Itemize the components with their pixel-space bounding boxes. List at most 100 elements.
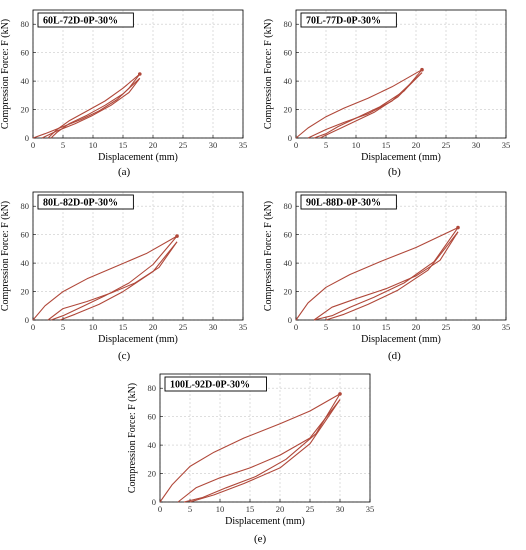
panel-label-c: (c) xyxy=(118,350,131,362)
y-axis-label: Compression Force: F (kN) xyxy=(0,201,11,311)
series-line-4 xyxy=(325,231,459,321)
x-tick-label: 25 xyxy=(179,322,188,332)
y-axis-label: Compression Force: F (kN) xyxy=(127,383,138,493)
y-tick-label: 20 xyxy=(21,105,30,115)
specimen-tag: 60L-72D-0P-30% xyxy=(43,16,118,27)
series-line-2 xyxy=(47,73,141,139)
specimen-tag: 80L-82D-0P-30% xyxy=(43,198,118,209)
plot-frame xyxy=(32,191,244,321)
specimen-tag-box xyxy=(300,12,397,28)
panel-label-d: (d) xyxy=(388,350,401,362)
y-tick-label: 80 xyxy=(148,383,157,393)
series-line-2 xyxy=(183,393,341,503)
chart-panel-c: 0 5 10 15 20 25 30 35 0 20 40 60 80 Displacement (mm)… xyxy=(0,191,248,345)
y-axis-label: Compression Force: F (kN) xyxy=(263,19,274,129)
x-tick-label: 20 xyxy=(412,322,421,332)
x-axis-label: Displacement (mm) xyxy=(98,152,178,163)
series-line-4 xyxy=(319,72,423,139)
panel-label-a: (a) xyxy=(118,166,131,178)
x-tick-label: 20 xyxy=(149,322,158,332)
y-tick-label: 0 xyxy=(288,133,292,143)
y-tick-label: 0 xyxy=(25,315,29,325)
series-line-2 xyxy=(50,235,178,321)
y-tick-label: 20 xyxy=(284,105,293,115)
data-curves xyxy=(295,67,424,139)
series-line-4 xyxy=(189,399,341,503)
y-tick-label: 40 xyxy=(21,76,30,86)
grid xyxy=(295,192,507,321)
y-tick-label: 80 xyxy=(21,19,30,29)
y-tick-label: 20 xyxy=(21,287,30,297)
y-tick-label: 40 xyxy=(284,76,293,86)
y-tick-label: 80 xyxy=(21,201,30,211)
plot-frame xyxy=(159,373,371,503)
y-axis-label: Compression Force: F (kN) xyxy=(0,19,11,129)
x-tick-label: 35 xyxy=(239,322,248,332)
x-tick-label: 30 xyxy=(336,504,345,514)
data-curves xyxy=(32,234,179,321)
x-tick-label: 5 xyxy=(324,140,328,150)
x-tick-label: 5 xyxy=(188,504,192,514)
series-line-3 xyxy=(47,241,178,321)
x-tick-label: 0 xyxy=(31,322,35,332)
x-tick-label: 5 xyxy=(324,322,328,332)
x-axis-label: Displacement (mm) xyxy=(361,334,441,345)
grid xyxy=(32,192,244,321)
x-tick-label: 0 xyxy=(31,140,35,150)
x-tick-label: 30 xyxy=(209,140,218,150)
grid xyxy=(295,10,507,139)
data-curves xyxy=(32,72,142,139)
y-tick-label: 60 xyxy=(21,48,30,58)
x-tick-label: 10 xyxy=(352,140,361,150)
specimen-tag: 70L-77D-0P-30% xyxy=(306,16,381,27)
specimen-tag-box xyxy=(300,194,397,210)
y-tick-label: 60 xyxy=(284,48,293,58)
x-tick-label: 5 xyxy=(61,322,65,332)
specimen-tag-box xyxy=(164,376,267,392)
x-tick-label: 35 xyxy=(502,322,511,332)
specimen-tag: 90L-88D-0P-30% xyxy=(306,198,381,209)
x-tick-label: 15 xyxy=(119,140,128,150)
y-tick-label: 20 xyxy=(284,287,293,297)
x-tick-label: 35 xyxy=(239,140,248,150)
y-tick-label: 0 xyxy=(288,315,292,325)
x-tick-label: 15 xyxy=(382,322,391,332)
y-tick-label: 60 xyxy=(284,230,293,240)
series-line-3 xyxy=(307,72,423,139)
chart-panel-d: 0 5 10 15 20 25 30 35 0 20 40 60 80 Displacement (mm)… xyxy=(263,191,511,345)
y-tick-label: 40 xyxy=(148,440,157,450)
x-tick-label: 30 xyxy=(472,322,481,332)
x-tick-label: 35 xyxy=(366,504,375,514)
x-tick-label: 0 xyxy=(294,322,298,332)
series-line-1 xyxy=(295,227,459,321)
peak-point xyxy=(456,225,460,230)
y-tick-label: 0 xyxy=(152,497,156,507)
y-tick-label: 60 xyxy=(21,230,30,240)
x-tick-label: 25 xyxy=(442,322,451,332)
x-tick-label: 10 xyxy=(89,322,98,332)
series-line-1 xyxy=(159,393,341,503)
y-tick-label: 0 xyxy=(25,133,29,143)
x-axis-label: Displacement (mm) xyxy=(361,152,441,163)
x-tick-label: 0 xyxy=(294,140,298,150)
y-tick-label: 80 xyxy=(284,19,293,29)
y-tick-label: 40 xyxy=(21,258,30,268)
plot-frame xyxy=(32,9,244,139)
y-tick-label: 60 xyxy=(148,412,157,422)
x-tick-label: 30 xyxy=(472,140,481,150)
series-line-1 xyxy=(295,69,423,139)
x-tick-label: 10 xyxy=(352,322,361,332)
panel-label-b: (b) xyxy=(388,166,401,178)
y-tick-label: 20 xyxy=(148,469,157,479)
x-tick-label: 15 xyxy=(382,140,391,150)
y-tick-label: 40 xyxy=(284,258,293,268)
specimen-tag-box xyxy=(37,194,134,210)
peak-point xyxy=(420,67,424,72)
data-curves xyxy=(295,225,460,321)
plot-frame xyxy=(295,191,507,321)
panel-label-e: (e) xyxy=(254,533,267,545)
peak-point xyxy=(338,392,342,396)
x-axis-label: Displacement (mm) xyxy=(225,516,305,527)
chart-panel-b: 0 5 10 15 20 25 30 35 0 20 40 60 80 Displacement (mm)… xyxy=(263,9,510,163)
data-curves xyxy=(159,392,342,503)
